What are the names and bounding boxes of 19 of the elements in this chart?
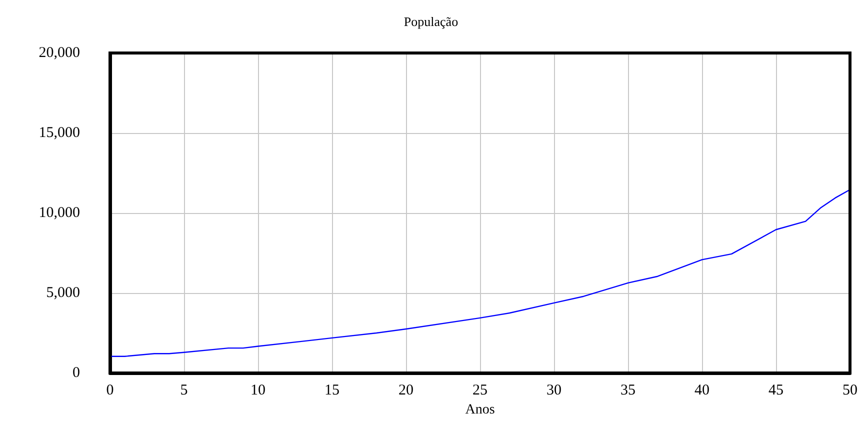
y-tick-label: 10,000 [38,205,80,221]
x-tick-label: 20 [398,382,414,398]
x-tick-label: 0 [106,382,114,398]
x-tick-label: 5 [180,382,188,398]
y-tick-label: 15,000 [38,125,80,141]
x-tick-label: 50 [842,382,858,398]
x-tick-label: 40 [694,382,710,398]
x-tick-label: 35 [620,382,636,398]
chart-title: População [404,14,458,29]
line-series [109,189,851,357]
y-tick-label: 5,000 [46,285,80,301]
x-tick-label: 45 [768,382,784,398]
x-axis-title: Anos [465,402,495,418]
x-tick-label: 25 [472,382,488,398]
x-tick-label: 30 [546,382,562,398]
y-tick-label: 20,000 [38,45,80,61]
x-tick-label: 10 [250,382,266,398]
x-tick-label: 15 [324,382,340,398]
y-tick-label: 0 [72,365,80,381]
